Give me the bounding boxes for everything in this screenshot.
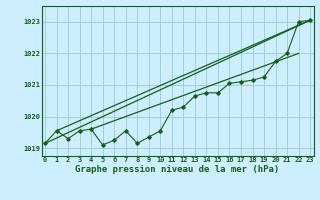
X-axis label: Graphe pression niveau de la mer (hPa): Graphe pression niveau de la mer (hPa): [76, 165, 280, 174]
